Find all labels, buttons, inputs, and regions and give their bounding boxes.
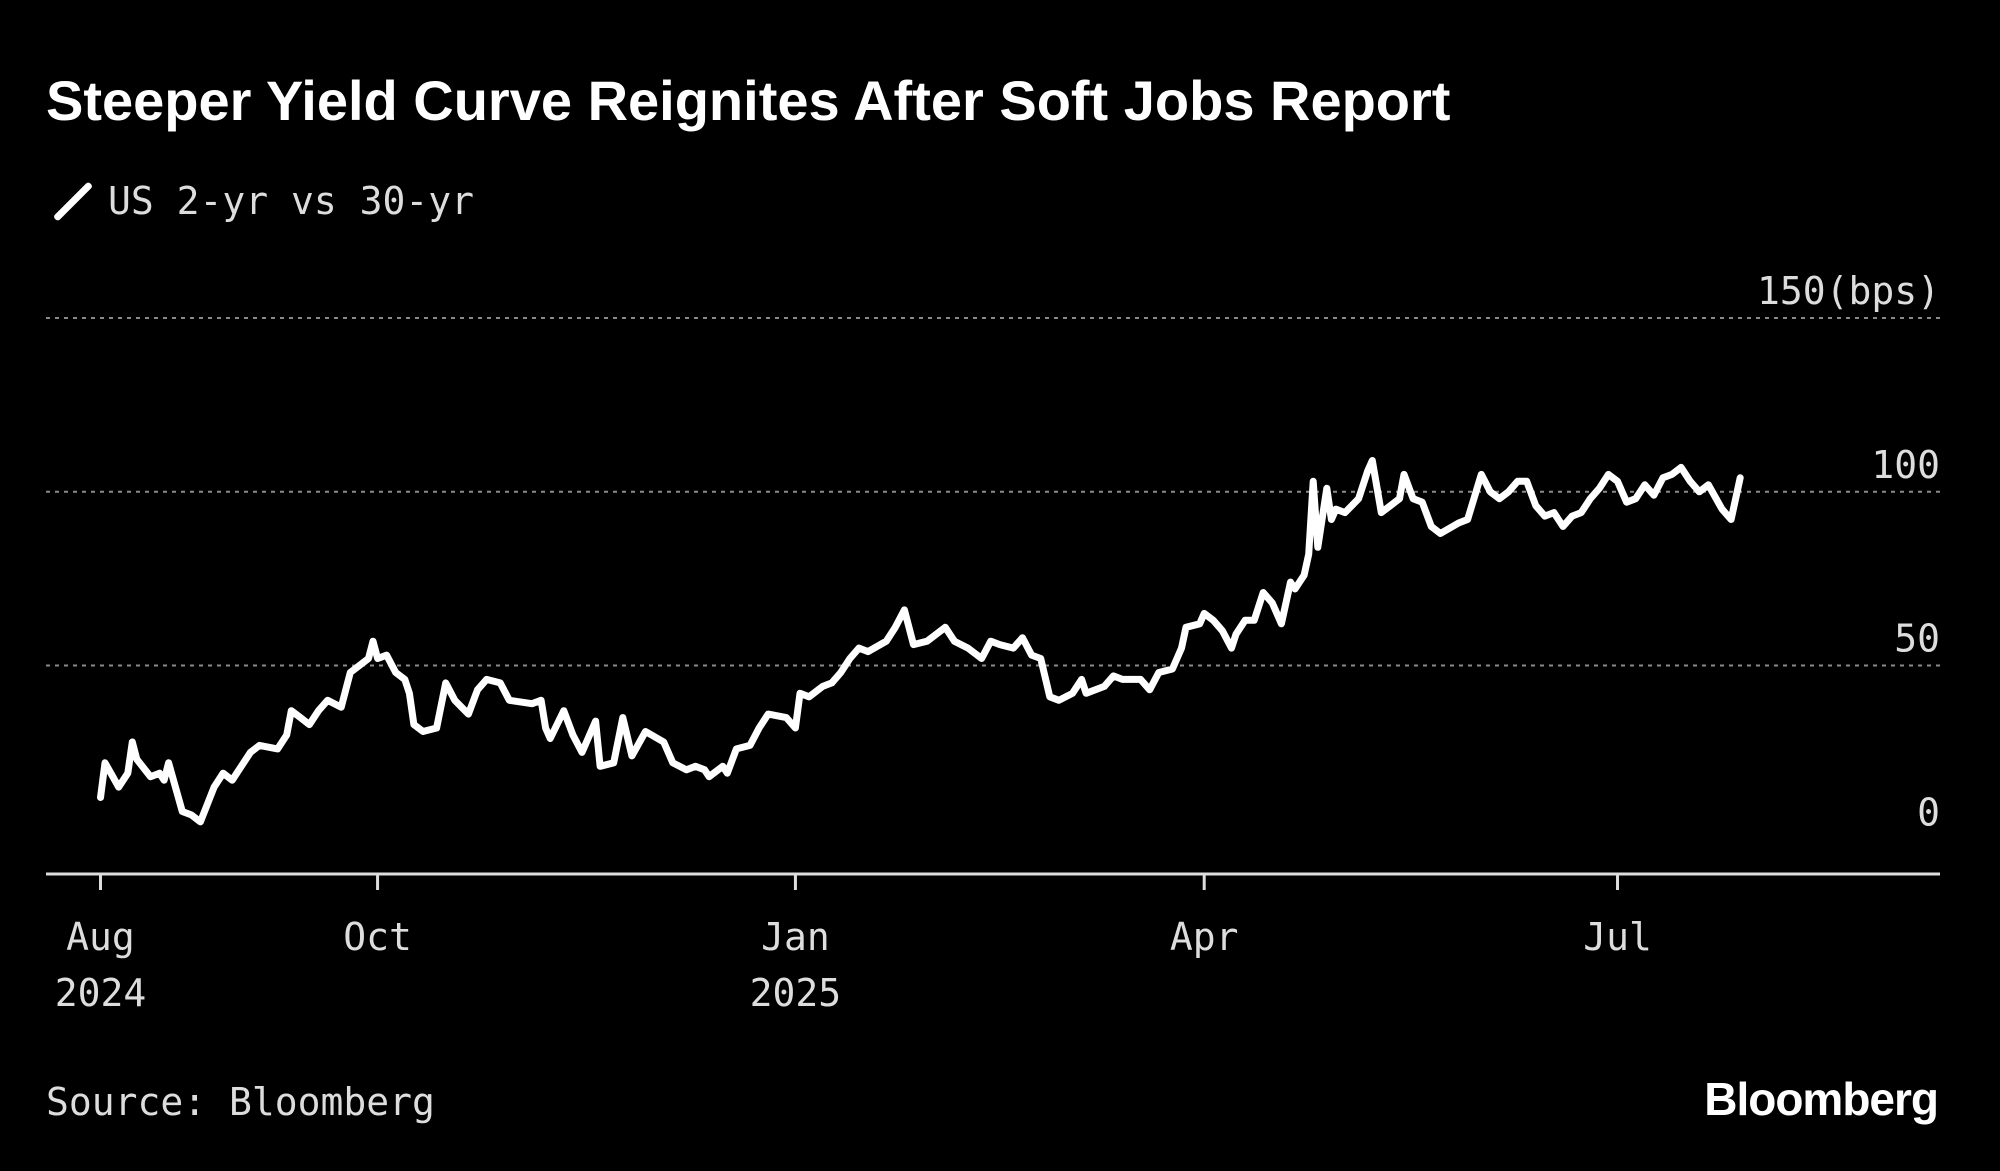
x-axis-ticks: Aug 2024 Oct Jan 2025 Apr Jul xyxy=(55,874,1652,1015)
y-tick-label: 100 xyxy=(1871,443,1940,487)
x-tick-sublabel: 2025 xyxy=(750,971,842,1015)
x-tick-label: Jan xyxy=(761,915,830,959)
chart-title: Steeper Yield Curve Reignites After Soft… xyxy=(46,69,1451,132)
y-tick-label: 50 xyxy=(1894,617,1940,661)
y-tick-label: 150(bps) xyxy=(1757,269,1940,313)
legend-label: US 2-yr vs 30-yr xyxy=(108,179,475,223)
y-axis-labels: 0 50 100 150(bps) xyxy=(1757,269,1940,834)
legend: US 2-yr vs 30-yr xyxy=(46,176,474,226)
series-line-us-2yr-vs-30yr xyxy=(97,457,1744,826)
x-tick-label: Oct xyxy=(343,915,412,959)
x-tick-sublabel: 2024 xyxy=(55,971,147,1015)
bloomberg-logo: Bloomberg xyxy=(1704,1073,1939,1125)
x-tick-label: Aug xyxy=(66,915,135,959)
x-tick-label: Apr xyxy=(1170,915,1239,959)
source-note: Source: Bloomberg xyxy=(46,1080,435,1124)
x-tick-label: Jul xyxy=(1583,915,1652,959)
y-tick-label: 0 xyxy=(1917,790,1940,834)
